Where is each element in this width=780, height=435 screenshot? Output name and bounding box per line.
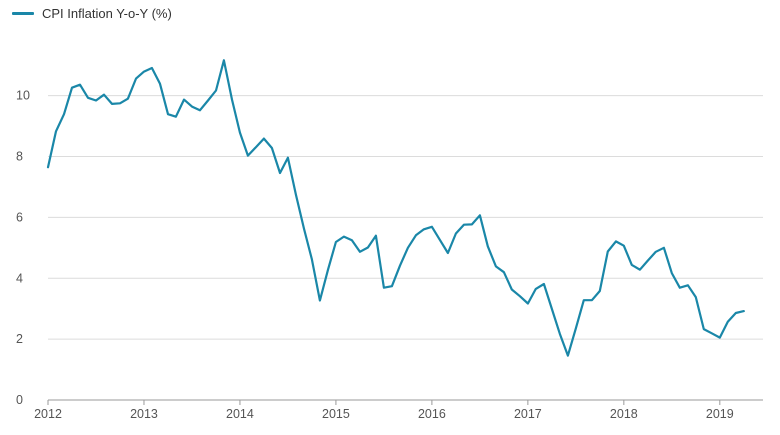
legend-swatch (12, 12, 34, 15)
y-tick-label: 0 (16, 393, 23, 407)
x-tick-label: 2016 (418, 407, 446, 421)
x-tick-label: 2019 (706, 407, 734, 421)
x-tick-label: 2012 (34, 407, 62, 421)
x-tick-label: 2017 (514, 407, 542, 421)
chart-legend: CPI Inflation Y-o-Y (%) (12, 6, 172, 21)
x-tick-label: 2013 (130, 407, 158, 421)
y-tick-label: 10 (16, 89, 30, 103)
x-tick-label: 2018 (610, 407, 638, 421)
y-tick-label: 2 (16, 332, 23, 346)
x-tick-label: 2015 (322, 407, 350, 421)
y-tick-label: 4 (16, 271, 23, 285)
legend-label: CPI Inflation Y-o-Y (%) (42, 6, 172, 21)
x-tick-label: 2014 (226, 407, 254, 421)
y-tick-label: 8 (16, 150, 23, 164)
y-tick-label: 6 (16, 210, 23, 224)
series-line (46, 59, 745, 357)
